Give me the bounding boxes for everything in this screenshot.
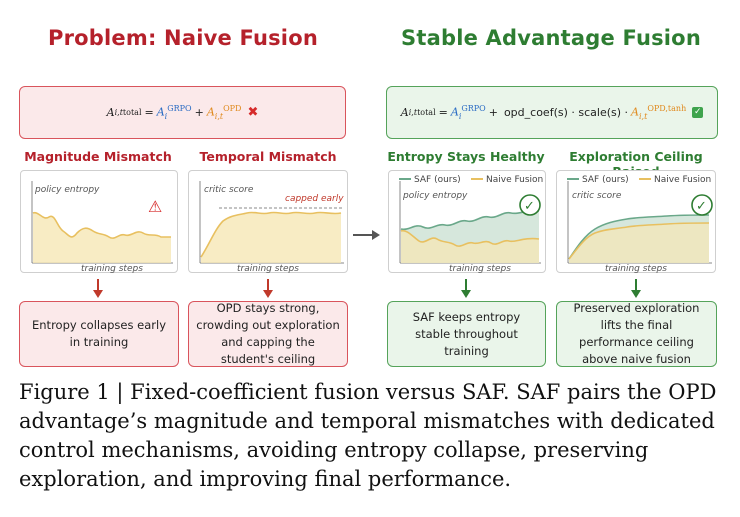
down-arrow-icon bbox=[461, 279, 471, 298]
legend-naive: Naive Fusion bbox=[654, 175, 711, 185]
x-axis-label: training steps bbox=[237, 264, 299, 274]
entropy-area bbox=[33, 212, 171, 263]
down-arrow-icon bbox=[631, 279, 641, 298]
x-axis-label: training steps bbox=[81, 264, 143, 274]
score-comparison-chart: SAF (ours) Naive Fusion critic score ✓ t… bbox=[556, 170, 716, 274]
result-ceiling-raised: Preserved exploration lifts the final pe… bbox=[556, 301, 717, 367]
entropy-comparison-chart: SAF (ours) Naive Fusion policy entropy ✓… bbox=[388, 170, 546, 274]
y-axis-label: policy entropy bbox=[402, 191, 468, 201]
cross-icon: ✖ bbox=[247, 105, 259, 120]
y-axis-label: critic score bbox=[572, 191, 622, 201]
panel-title-magnitude: Magnitude Mismatch bbox=[24, 149, 172, 164]
result-opd-capping: OPD stays strong, crowding out explorati… bbox=[188, 301, 348, 367]
down-arrow-icon bbox=[93, 279, 103, 298]
problem-title: Problem: Naive Fusion bbox=[48, 26, 318, 50]
transition-arrow-icon bbox=[353, 230, 380, 240]
y-axis-label: critic score bbox=[204, 185, 254, 195]
saf-entropy-line bbox=[400, 209, 540, 231]
legend-naive: Naive Fusion bbox=[486, 175, 543, 185]
naive-score-line bbox=[200, 211, 342, 258]
check-icon: ✓ bbox=[692, 107, 704, 118]
naive-entropy-line bbox=[32, 211, 171, 239]
result-saf-stable: SAF keeps entropy stable throughout trai… bbox=[387, 301, 546, 367]
score-area bbox=[201, 212, 341, 263]
check-circle-icon bbox=[519, 194, 541, 216]
naive-entropy-line bbox=[400, 229, 540, 247]
check-circle-icon bbox=[691, 194, 713, 216]
x-axis-label: training steps bbox=[605, 264, 667, 274]
naive-area bbox=[569, 223, 709, 263]
check-icon: ✓ bbox=[696, 199, 707, 214]
naive-score-line bbox=[568, 222, 710, 260]
figure-caption: Figure 1 | Fixed-coefficient fusion vers… bbox=[19, 380, 717, 491]
check-icon: ✓ bbox=[524, 199, 535, 214]
y-axis-label: policy entropy bbox=[34, 185, 100, 195]
entropy-collapse-chart: policy entropy ⚠ training steps bbox=[20, 170, 178, 274]
result-entropy-collapse: Entropy collapses early in training bbox=[19, 301, 179, 367]
warning-icon: ⚠ bbox=[148, 197, 162, 216]
down-arrow-icon bbox=[263, 279, 273, 298]
x-axis-label: training steps bbox=[449, 264, 511, 274]
legend-saf: SAF (ours) bbox=[414, 175, 461, 185]
solution-title: Stable Advantage Fusion bbox=[401, 26, 701, 50]
panel-title-entropy: Entropy Stays Healthy bbox=[387, 149, 545, 164]
capped-score-chart: critic score capped early training steps bbox=[188, 170, 348, 274]
capped-early-annotation: capped early bbox=[285, 194, 344, 204]
saf-score-line bbox=[568, 214, 710, 260]
panel-title-temporal: Temporal Mismatch bbox=[199, 149, 337, 164]
legend-saf: SAF (ours) bbox=[582, 175, 629, 185]
